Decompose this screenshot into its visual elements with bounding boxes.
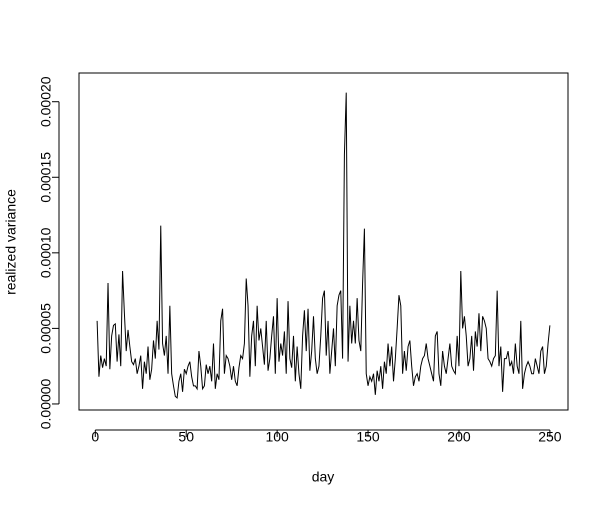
y-tick-label: 0.00015 (38, 152, 54, 203)
x-tick-label: 150 (356, 429, 380, 445)
y-tick-label: 0.00020 (38, 76, 54, 127)
x-tick-label: 200 (447, 429, 471, 445)
y-tick-label: 0.00005 (38, 303, 54, 354)
series-line (96, 92, 551, 399)
x-axis-label: day (312, 469, 335, 485)
x-tick-label: 100 (265, 429, 289, 445)
x-tick-label: 0 (91, 429, 99, 445)
x-tick-label: 250 (538, 429, 562, 445)
y-axis-label: realized variance (3, 189, 19, 295)
y-tick-label: 0.00000 (38, 378, 54, 429)
y-tick-label: 0.00010 (38, 227, 54, 278)
x-tick-label: 50 (178, 429, 194, 445)
plot-box (78, 72, 569, 411)
